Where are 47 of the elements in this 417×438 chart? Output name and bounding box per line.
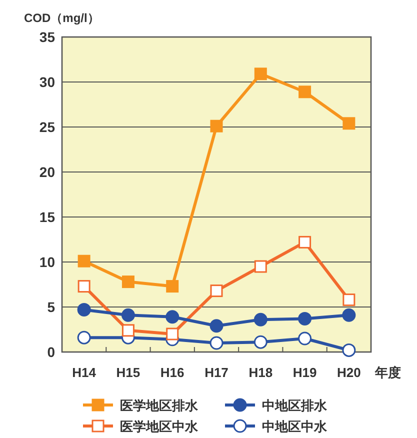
- point: [78, 254, 90, 268]
- point: [121, 308, 135, 322]
- y-axis-title: COD（mg/l）: [24, 11, 100, 25]
- point: [77, 302, 91, 316]
- point: [78, 280, 90, 293]
- x-tick-label: H15: [116, 365, 140, 380]
- point: [166, 310, 180, 324]
- point: [210, 336, 224, 350]
- legend-label: 医学地区排水: [120, 398, 199, 413]
- x-tick-label: H16: [160, 365, 184, 380]
- y-tick-label: 0: [47, 344, 56, 360]
- point: [342, 308, 356, 322]
- point: [254, 68, 267, 80]
- point: [298, 312, 312, 326]
- point: [298, 236, 312, 248]
- point: [166, 280, 179, 293]
- x-tick-label: H19: [292, 365, 317, 380]
- x-tick-label: H20: [337, 365, 361, 380]
- legend-label: 中地区排水: [262, 398, 328, 413]
- point: [298, 332, 312, 346]
- y-tick-label: 20: [39, 164, 56, 180]
- point: [122, 276, 134, 288]
- point: [342, 343, 356, 357]
- y-tick-label: 10: [39, 254, 56, 270]
- point: [77, 330, 91, 344]
- x-tick-label: H18: [248, 365, 273, 380]
- y-tick-label: 25: [39, 119, 56, 135]
- point: [166, 328, 179, 340]
- y-tick-label: 35: [39, 29, 56, 45]
- point: [122, 324, 134, 337]
- point: [342, 294, 356, 306]
- y-tick-label: 15: [39, 209, 56, 225]
- point: [342, 117, 356, 130]
- point: [298, 86, 312, 98]
- x-tick-label: H17: [204, 365, 228, 380]
- point: [254, 312, 268, 326]
- x-tick-label: H14: [72, 365, 97, 380]
- point: [210, 319, 224, 333]
- legend-label: 中地区中水: [262, 419, 328, 434]
- y-tick-label: 5: [47, 299, 56, 315]
- y-tick-label: 30: [39, 74, 56, 90]
- point: [254, 260, 267, 273]
- point: [254, 335, 268, 349]
- legend-label: 医学地区中水: [120, 419, 199, 434]
- x-axis-title: 年度: [374, 365, 401, 380]
- point: [210, 284, 223, 298]
- point: [210, 120, 223, 132]
